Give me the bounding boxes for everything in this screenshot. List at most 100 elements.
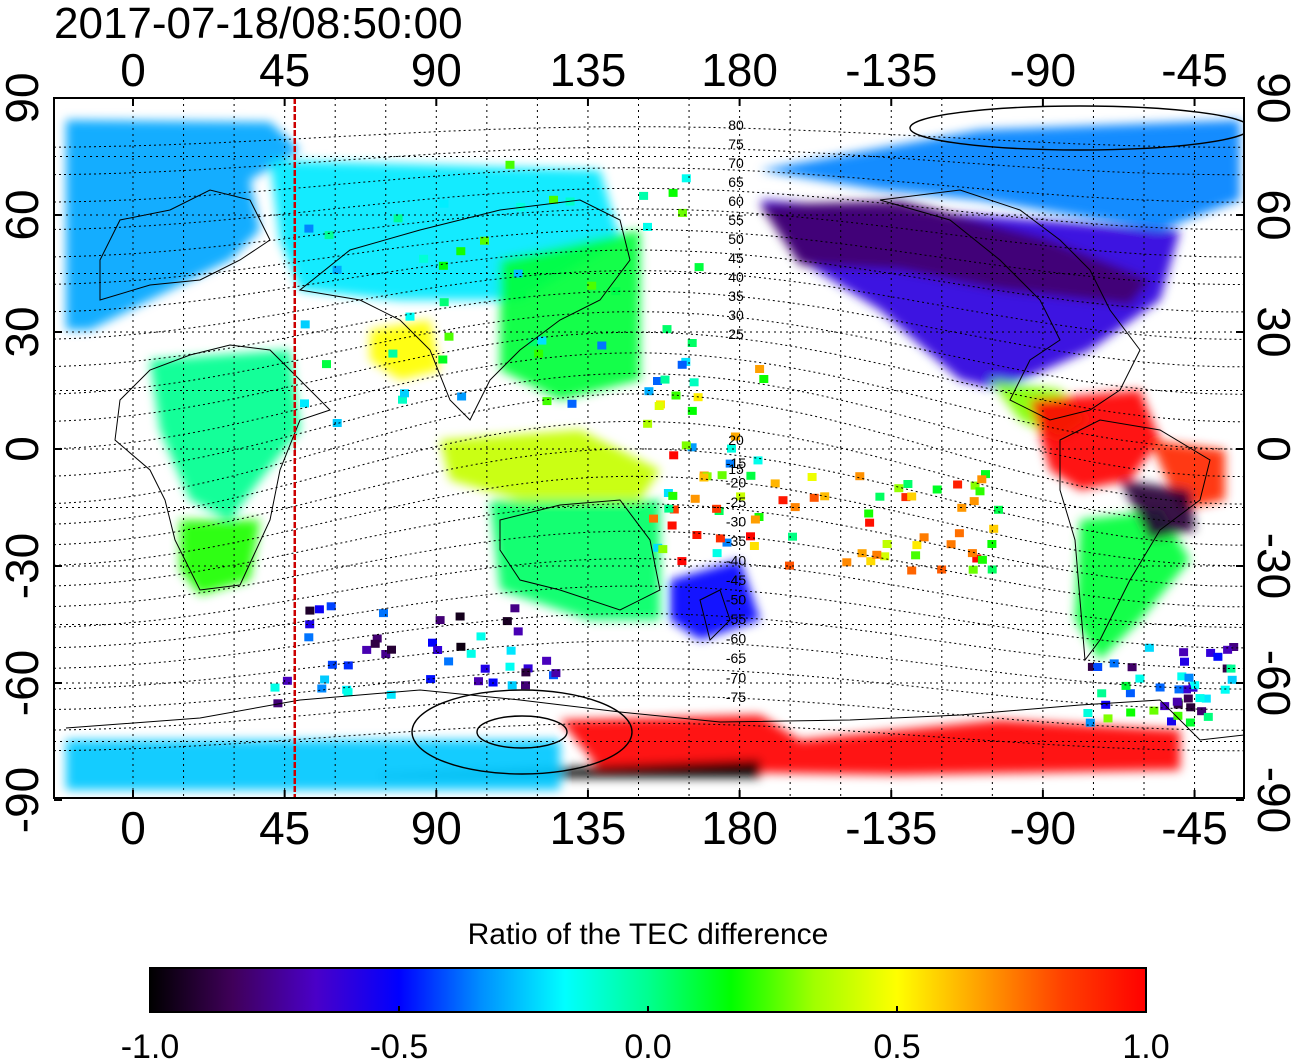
tec-region-new-zealand bbox=[670, 560, 760, 640]
tec-region-europe-asia-north bbox=[66, 120, 300, 330]
tec-region-antarctic-ring bbox=[66, 740, 560, 790]
tec-pixel bbox=[1167, 717, 1176, 726]
tec-pixel bbox=[1172, 697, 1182, 706]
lat-tick-label-right: 0 bbox=[1248, 436, 1296, 462]
tec-pixel bbox=[894, 484, 904, 493]
map-gridlines bbox=[54, 98, 1244, 798]
tec-pixel bbox=[1097, 689, 1107, 698]
lat-tick-label-left: 60 bbox=[0, 189, 48, 240]
tec-pixel bbox=[507, 681, 517, 690]
tec-pixel bbox=[1220, 685, 1230, 694]
tec-pixel bbox=[362, 645, 372, 654]
coastline bbox=[114, 344, 331, 591]
tec-pixel bbox=[907, 492, 917, 501]
contour-label: -75 bbox=[726, 689, 746, 705]
coastlines bbox=[65, 189, 1244, 741]
lat-tick-label-right: 90 bbox=[1248, 72, 1296, 123]
tec-pixel bbox=[305, 620, 315, 629]
tec-pixel bbox=[977, 555, 987, 564]
tec-pixel bbox=[865, 518, 875, 527]
tec-pixel bbox=[954, 529, 964, 538]
tec-pixel bbox=[1183, 694, 1193, 703]
tec-pixel bbox=[1173, 711, 1183, 720]
tec-pixel bbox=[778, 496, 788, 505]
tec-pixel bbox=[466, 649, 476, 658]
tec-pixel bbox=[387, 645, 396, 654]
tec-pixel bbox=[1226, 664, 1236, 673]
tec-pixel bbox=[1203, 712, 1213, 721]
contour-label: 75 bbox=[728, 136, 744, 152]
tec-pixel bbox=[304, 633, 314, 642]
tec-pixel bbox=[872, 550, 882, 559]
tec-pixel bbox=[687, 406, 697, 415]
contour-label: 45 bbox=[728, 250, 744, 266]
tec-pixel bbox=[1180, 657, 1189, 666]
tec-pixel bbox=[456, 247, 466, 256]
tec-pixel bbox=[687, 339, 697, 347]
latitude-ticks-right: 90 60 30 0 -30 -60 -90 bbox=[1248, 72, 1296, 833]
tec-pixel bbox=[300, 399, 309, 408]
tec-pixel bbox=[332, 265, 342, 274]
tec-pixel bbox=[1179, 648, 1189, 657]
tec-pixel bbox=[715, 534, 725, 543]
tec-pixel bbox=[969, 497, 979, 506]
lat-tick-label-right: 30 bbox=[1248, 306, 1296, 357]
tec-pixel bbox=[1103, 714, 1113, 723]
tec-pixel bbox=[326, 602, 336, 611]
tec-pixel bbox=[1177, 672, 1187, 681]
tec-pixel bbox=[1213, 652, 1223, 661]
longitude-ticks-top: 0 45 90 135 180 -135 -90 -45 bbox=[120, 44, 1228, 96]
tec-pixel bbox=[875, 492, 885, 501]
tec-pixel bbox=[912, 541, 922, 550]
contour-label: -45 bbox=[726, 572, 746, 588]
latitude-ticks-left: 90 60 30 0 -30 -60 -90 bbox=[0, 72, 48, 833]
tec-pixel bbox=[386, 690, 396, 699]
lon-tick-label-bottom: -45 bbox=[1161, 802, 1227, 854]
tec-pixel bbox=[717, 471, 727, 480]
tec-pixel bbox=[317, 684, 327, 693]
tec-pixel bbox=[770, 479, 780, 488]
tec-pixel bbox=[476, 632, 486, 641]
tec-pixel bbox=[725, 459, 735, 468]
tec-pixel bbox=[597, 341, 607, 350]
lon-tick-label-bottom: -90 bbox=[1010, 802, 1076, 854]
tec-pixel bbox=[809, 493, 819, 502]
coastline bbox=[99, 189, 271, 301]
lon-tick-label-bottom: -135 bbox=[845, 802, 937, 854]
tec-pixel bbox=[953, 480, 963, 489]
contour-label: -55 bbox=[726, 611, 746, 627]
tec-pixel bbox=[372, 634, 382, 643]
tec-pixel bbox=[903, 480, 913, 488]
tec-pixel bbox=[1184, 673, 1194, 682]
tec-pixel bbox=[521, 681, 530, 690]
tec-pixel bbox=[664, 504, 674, 513]
lon-tick-label-top: 180 bbox=[701, 44, 778, 96]
lon-tick-label-top: 90 bbox=[411, 44, 462, 96]
lon-tick-label-bottom: 90 bbox=[411, 802, 462, 854]
tec-pixel bbox=[687, 443, 697, 452]
tec-pixel bbox=[759, 375, 769, 383]
tec-pixel bbox=[750, 515, 760, 524]
contour-label: 70 bbox=[728, 155, 744, 171]
tec-pixel bbox=[506, 646, 516, 655]
tec-pixel bbox=[332, 419, 342, 427]
tec-pixel bbox=[438, 261, 448, 270]
tec-pixel bbox=[510, 604, 520, 613]
tec-pixel bbox=[694, 263, 704, 272]
tec-pixel bbox=[857, 549, 867, 558]
lat-tick-label-left: 30 bbox=[0, 306, 48, 357]
tec-pixel bbox=[1127, 663, 1137, 672]
tec-region-antarctica-red bbox=[560, 715, 1180, 775]
tec-pixel bbox=[653, 543, 663, 552]
tec-pixel bbox=[542, 656, 552, 665]
tec-pixel bbox=[1135, 674, 1145, 683]
tec-pixel bbox=[677, 557, 687, 566]
contour-label: -20 bbox=[726, 475, 746, 491]
tec-pixel bbox=[712, 549, 722, 558]
lon-tick-label-bottom: 180 bbox=[701, 802, 778, 854]
tec-pixel bbox=[1190, 681, 1200, 690]
tec-pixel bbox=[393, 214, 403, 223]
tec-pixel bbox=[1197, 707, 1207, 716]
tec-pixel bbox=[727, 444, 736, 453]
tec-pixel bbox=[426, 675, 436, 684]
